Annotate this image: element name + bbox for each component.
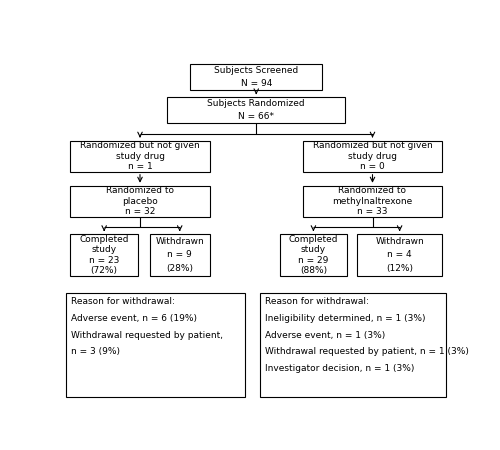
FancyBboxPatch shape bbox=[150, 234, 210, 276]
FancyBboxPatch shape bbox=[70, 140, 210, 172]
Text: study drug: study drug bbox=[348, 152, 397, 161]
Text: Ineligibility determined, n = 1 (3%): Ineligibility determined, n = 1 (3%) bbox=[265, 314, 426, 323]
Text: Withdrawn: Withdrawn bbox=[156, 237, 204, 246]
Text: n = 29: n = 29 bbox=[298, 256, 328, 265]
Text: n = 3 (9%): n = 3 (9%) bbox=[71, 347, 120, 356]
Text: Adverse event, n = 1 (3%): Adverse event, n = 1 (3%) bbox=[265, 330, 385, 339]
Text: n = 23: n = 23 bbox=[89, 256, 120, 265]
Text: n = 1: n = 1 bbox=[128, 162, 152, 171]
Text: N = 94: N = 94 bbox=[240, 79, 272, 88]
Text: (72%): (72%) bbox=[90, 266, 118, 275]
Text: Subjects Randomized: Subjects Randomized bbox=[208, 99, 305, 108]
FancyBboxPatch shape bbox=[190, 64, 322, 90]
Text: n = 0: n = 0 bbox=[360, 162, 385, 171]
Text: Withdrawal requested by patient,: Withdrawal requested by patient, bbox=[71, 330, 223, 339]
Text: Randomized to: Randomized to bbox=[338, 186, 406, 195]
Text: study: study bbox=[92, 245, 116, 254]
Text: n = 33: n = 33 bbox=[357, 207, 388, 216]
Text: Randomized to: Randomized to bbox=[106, 186, 174, 195]
Text: Investigator decision, n = 1 (3%): Investigator decision, n = 1 (3%) bbox=[265, 364, 414, 373]
FancyBboxPatch shape bbox=[260, 293, 446, 397]
FancyBboxPatch shape bbox=[303, 140, 442, 172]
FancyBboxPatch shape bbox=[66, 293, 244, 397]
Text: Reason for withdrawal:: Reason for withdrawal: bbox=[265, 297, 368, 306]
Text: n = 9: n = 9 bbox=[168, 251, 192, 260]
Text: N = 66*: N = 66* bbox=[238, 112, 274, 122]
FancyBboxPatch shape bbox=[357, 234, 442, 276]
Text: study drug: study drug bbox=[116, 152, 164, 161]
Text: Withdrawal requested by patient, n = 1 (3%): Withdrawal requested by patient, n = 1 (… bbox=[265, 347, 468, 356]
FancyBboxPatch shape bbox=[70, 186, 210, 217]
FancyBboxPatch shape bbox=[70, 234, 138, 276]
Text: Subjects Screened: Subjects Screened bbox=[214, 67, 298, 76]
Text: Reason for withdrawal:: Reason for withdrawal: bbox=[71, 297, 175, 306]
FancyBboxPatch shape bbox=[167, 97, 346, 123]
Text: placebo: placebo bbox=[122, 197, 158, 206]
Text: study: study bbox=[301, 245, 326, 254]
FancyBboxPatch shape bbox=[280, 234, 347, 276]
Text: Withdrawn: Withdrawn bbox=[375, 237, 424, 246]
Text: Completed: Completed bbox=[80, 235, 129, 244]
Text: (28%): (28%) bbox=[166, 264, 193, 273]
FancyBboxPatch shape bbox=[303, 186, 442, 217]
Text: (88%): (88%) bbox=[300, 266, 327, 275]
Text: Completed: Completed bbox=[288, 235, 338, 244]
Text: n = 32: n = 32 bbox=[125, 207, 155, 216]
Text: methylnaltrexone: methylnaltrexone bbox=[332, 197, 412, 206]
Text: Randomized but not given: Randomized but not given bbox=[80, 141, 200, 150]
Text: n = 4: n = 4 bbox=[388, 251, 412, 260]
Text: (12%): (12%) bbox=[386, 264, 413, 273]
Text: Adverse event, n = 6 (19%): Adverse event, n = 6 (19%) bbox=[71, 314, 197, 323]
Text: Randomized but not given: Randomized but not given bbox=[312, 141, 432, 150]
